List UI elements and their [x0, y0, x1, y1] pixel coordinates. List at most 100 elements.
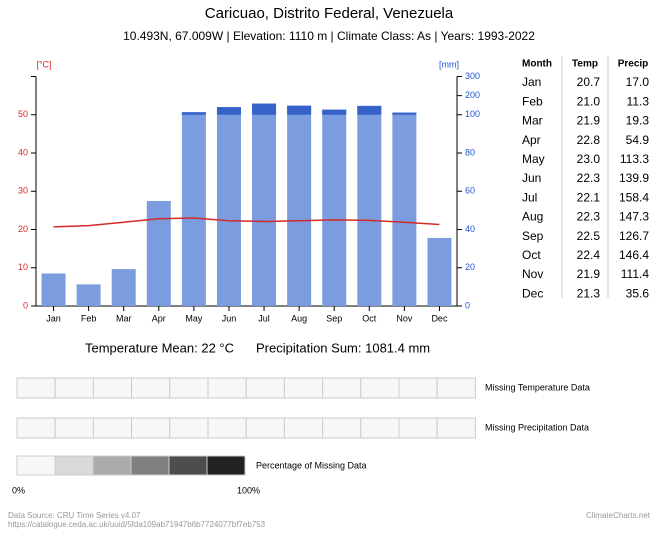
table-month: Sep — [522, 229, 544, 243]
y-tick-label: 40 — [18, 147, 28, 157]
table-month: Oct — [522, 248, 541, 262]
missing-cell — [360, 417, 400, 439]
x-tick-label: Jan — [46, 313, 61, 323]
footer-brand: ClimateCharts.net — [586, 511, 651, 520]
table-month: Nov — [522, 267, 543, 281]
bar — [287, 105, 312, 306]
missing-cell — [360, 377, 400, 399]
x-tick-label: Aug — [291, 313, 307, 323]
x-tick-label: May — [185, 313, 203, 323]
missing-cell — [398, 417, 438, 439]
bar — [76, 284, 101, 306]
table-month: Dec — [522, 286, 543, 300]
bar — [216, 107, 241, 306]
y2-tick-label: 200 — [465, 90, 480, 100]
table-precip: 111.4 — [621, 267, 650, 281]
missing-cell — [398, 377, 438, 399]
y-tick-label: 10 — [18, 262, 28, 272]
missing-cell — [169, 417, 209, 439]
missing-label: Missing Precipitation Data — [485, 422, 589, 432]
bar — [322, 109, 347, 307]
missing-cell — [322, 417, 362, 439]
missing-cell — [131, 417, 171, 439]
y-tick-label: 20 — [18, 224, 28, 234]
legend-swatch — [206, 455, 246, 476]
table-header: Month — [522, 59, 552, 70]
y2-tick-label: 300 — [465, 71, 480, 81]
x-tick-label: Nov — [396, 313, 413, 323]
y2-tick-label: 60 — [465, 186, 475, 196]
bar-excess — [181, 112, 206, 115]
table-precip: 158.4 — [619, 190, 649, 204]
missing-cell — [16, 417, 56, 439]
x-tick-label: Sep — [326, 313, 342, 323]
table-precip: 146.4 — [619, 248, 649, 262]
legend-title: Percentage of Missing Data — [256, 460, 367, 470]
legend-swatch — [168, 455, 208, 476]
precipitation-sum: Precipitation Sum: 1081.4 mm — [256, 340, 430, 355]
table-precip: 54.9 — [626, 133, 650, 147]
table-month: Mar — [522, 114, 543, 128]
table-precip: 11.3 — [627, 94, 650, 108]
table-month: Feb — [522, 94, 543, 108]
y-tick-label: 30 — [18, 186, 28, 196]
bar-excess — [216, 107, 241, 115]
table-temp: 20.7 — [577, 75, 601, 89]
table-temp: 22.3 — [577, 171, 601, 185]
missing-cell — [131, 377, 171, 399]
table-header: Precip — [618, 59, 649, 70]
table-temp: 21.0 — [577, 94, 601, 108]
missing-label: Missing Temperature Data — [485, 382, 590, 392]
table-temp: 22.5 — [577, 229, 601, 243]
y2-tick-label: 40 — [465, 224, 475, 234]
table-temp: 22.1 — [577, 190, 601, 204]
bar — [181, 112, 206, 306]
table-month: Jan — [522, 75, 541, 89]
bar — [146, 201, 171, 306]
bar-excess — [252, 103, 277, 115]
chart-title: Caricuao, Distrito Federal, Venezuela — [205, 5, 454, 22]
y-tick-label: 50 — [18, 109, 28, 119]
table-precip: 126.7 — [619, 229, 649, 243]
table-month: Jun — [522, 171, 541, 185]
table-temp: 23.0 — [577, 152, 601, 166]
bar — [252, 103, 277, 307]
y2-tick-label: 80 — [465, 147, 475, 157]
missing-cell — [92, 377, 133, 399]
bar-excess — [357, 105, 382, 115]
legend-max: 100% — [237, 485, 260, 495]
x-tick-label: Mar — [116, 313, 132, 323]
y-axis-label: [°C] — [36, 59, 51, 69]
table-month: May — [522, 152, 545, 166]
x-tick-label: Feb — [81, 313, 97, 323]
missing-cell — [16, 377, 56, 399]
legend-swatch — [54, 455, 94, 476]
y2-tick-label: 100 — [465, 109, 480, 119]
table-precip: 17.0 — [626, 75, 650, 89]
table-month: Jul — [522, 190, 537, 204]
missing-cell — [245, 377, 285, 399]
temperature-mean: Temperature Mean: 22 °C — [85, 340, 234, 355]
bar — [427, 237, 452, 306]
table-header: Temp — [572, 59, 598, 70]
bar — [111, 269, 136, 306]
missing-cell — [54, 417, 94, 439]
legend-swatch — [16, 455, 56, 476]
footer-source: Data Source: CRU Time Series v4.07 — [8, 511, 141, 520]
table-temp: 21.9 — [577, 114, 601, 128]
y2-axis-label: [mm] — [439, 59, 459, 69]
x-tick-label: Oct — [362, 313, 377, 323]
y-tick-label: 0 — [23, 300, 28, 310]
table-precip: 147.3 — [619, 210, 649, 224]
missing-cell — [283, 417, 324, 439]
x-tick-label: Jul — [258, 313, 270, 323]
table-precip: 139.9 — [619, 171, 649, 185]
table-precip: 19.3 — [626, 114, 650, 128]
table-temp: 22.4 — [577, 248, 601, 262]
y2-tick-label: 0 — [465, 300, 470, 310]
missing-cell — [169, 377, 209, 399]
missing-cell — [436, 377, 476, 399]
table-precip: 35.6 — [626, 286, 650, 300]
